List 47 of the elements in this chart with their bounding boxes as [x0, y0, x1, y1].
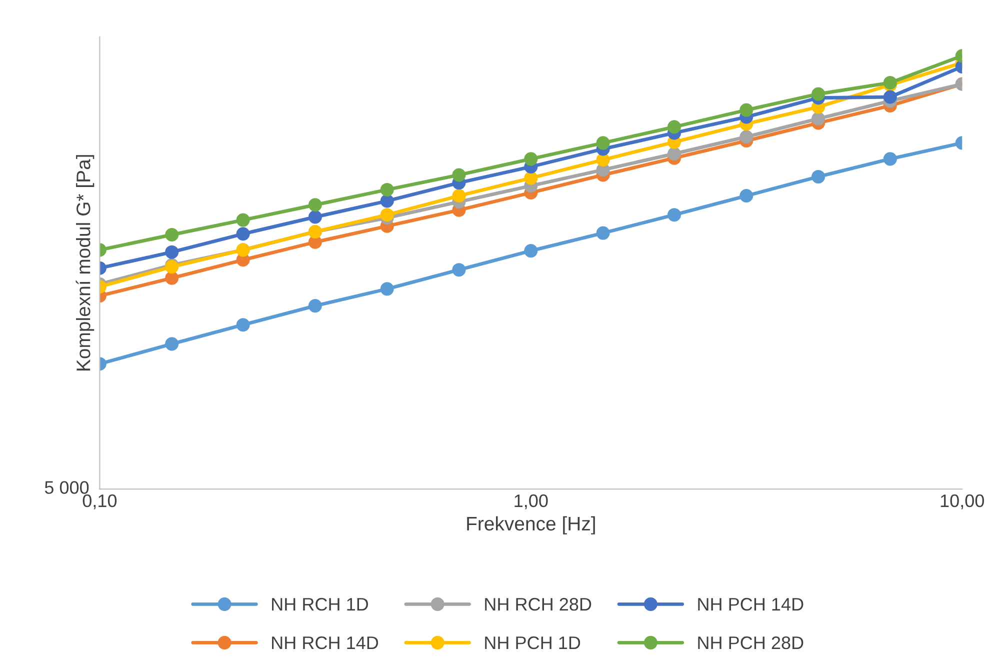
point — [308, 210, 322, 224]
x-tick-label: 0,10 — [82, 494, 117, 510]
point — [812, 87, 826, 101]
point — [452, 168, 466, 182]
point — [667, 146, 682, 161]
point — [380, 182, 394, 196]
legend-label: NH PCH 14D — [698, 598, 804, 611]
point — [524, 244, 538, 258]
point — [165, 228, 179, 242]
point — [236, 318, 250, 332]
x-tick-label: 1,00 — [514, 494, 548, 510]
point — [452, 189, 466, 203]
point — [883, 152, 897, 166]
point — [380, 208, 394, 222]
point — [308, 299, 322, 313]
point — [165, 271, 179, 285]
point — [165, 245, 179, 259]
point — [667, 120, 682, 134]
legend-label: NH RCH 28D — [485, 598, 592, 611]
point — [596, 226, 610, 240]
point — [812, 170, 826, 184]
y-axis-title: Komplexní modul G* [Pa] — [76, 155, 94, 370]
point — [380, 194, 394, 208]
point — [812, 112, 826, 126]
point — [165, 337, 179, 351]
legend-label: NH RCH 1D — [272, 598, 368, 611]
point — [380, 282, 394, 296]
point — [452, 263, 466, 277]
x-tick-label: 10,00 — [940, 494, 984, 510]
x-axis-title: Frekvence [Hz] — [467, 516, 595, 534]
point — [524, 152, 538, 166]
point — [740, 103, 754, 117]
point — [740, 189, 754, 203]
point — [883, 76, 897, 90]
point — [667, 208, 682, 222]
point — [596, 153, 610, 167]
legend-label: NH PCH 1D — [485, 636, 580, 650]
legend-label: NH RCH 14D — [272, 636, 378, 650]
point — [740, 130, 754, 144]
legend-label: NH PCH 28D — [698, 636, 804, 650]
text: 5 000 — [44, 481, 89, 494]
point — [236, 227, 250, 241]
point — [308, 198, 322, 212]
point — [236, 213, 250, 227]
point — [883, 90, 897, 104]
point — [596, 136, 610, 150]
point — [524, 171, 538, 185]
